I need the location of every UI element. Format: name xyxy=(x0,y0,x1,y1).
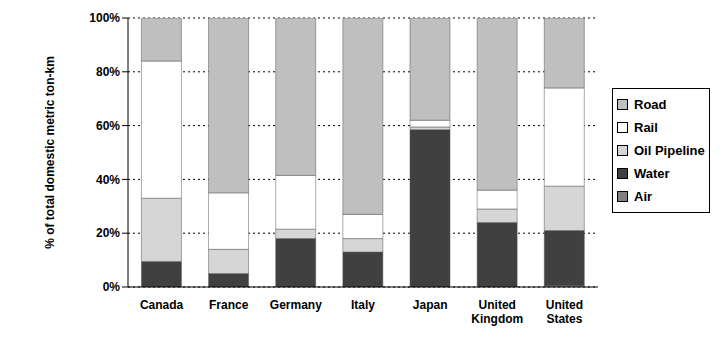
svg-text:60%: 60% xyxy=(96,119,120,133)
svg-text:Italy: Italy xyxy=(351,298,375,312)
svg-text:Germany: Germany xyxy=(270,298,322,312)
svg-text:0%: 0% xyxy=(103,280,121,294)
svg-text:100%: 100% xyxy=(89,11,120,25)
svg-text:80%: 80% xyxy=(96,65,120,79)
svg-text:France: France xyxy=(209,298,249,312)
svg-text:20%: 20% xyxy=(96,226,120,240)
html-text:Road: Road xyxy=(634,97,667,112)
svg-text:Japan: Japan xyxy=(413,298,448,312)
svg-text:% of total domestic metric ton: % of total domestic metric ton-km xyxy=(43,56,57,249)
svg-text:Canada: Canada xyxy=(140,298,184,312)
html-text:Rail: Rail xyxy=(634,120,658,135)
html-text:Oil Pipeline: Oil Pipeline xyxy=(634,143,705,158)
html-text:Water: Water xyxy=(634,166,670,181)
svg-text:UnitedKingdom: UnitedKingdom xyxy=(471,298,523,326)
svg-text:40%: 40% xyxy=(96,173,120,187)
html-text:Air: Air xyxy=(634,189,653,204)
svg-text:UnitedStates: UnitedStates xyxy=(546,298,583,326)
